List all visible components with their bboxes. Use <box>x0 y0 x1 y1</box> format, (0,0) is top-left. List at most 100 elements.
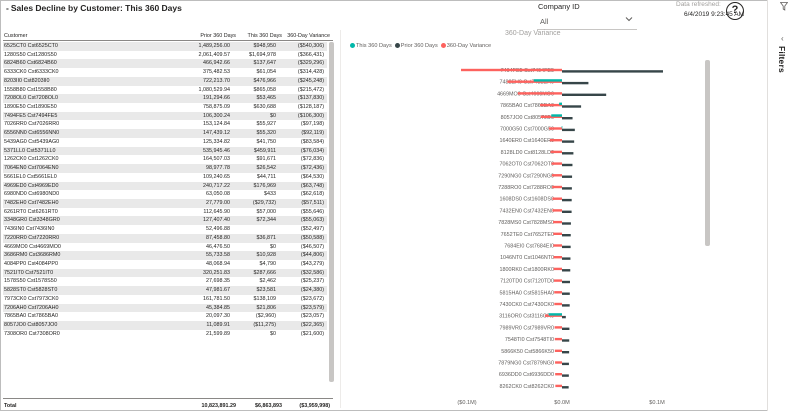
table-scrollbar[interactable] <box>329 42 334 396</box>
column-header-this[interactable]: This 360 Days <box>247 33 282 39</box>
legend-item[interactable]: Prior 360 Days <box>394 43 438 49</box>
bar-prior-360-days[interactable] <box>562 117 573 120</box>
table-row[interactable]: 7521IT0 Cst7521IT0 320,251.83 $287,666 ($32… <box>3 268 327 278</box>
bar-prior-360-days[interactable] <box>562 187 572 190</box>
bar-360-day-variance[interactable] <box>552 185 562 189</box>
table-row[interactable]: 3348GR0 Cst3348GR0 127,407.40 $72,344 ($55,… <box>3 216 327 226</box>
bar-this-360-days[interactable] <box>548 313 562 316</box>
bar-360-day-variance[interactable] <box>554 326 562 329</box>
bar-prior-360-days[interactable] <box>562 198 572 202</box>
table-row[interactable]: 7482EH0 Cst7482EH0 27,779.00 ($29,732) ($57… <box>3 198 327 208</box>
bar-360-day-variance[interactable] <box>552 197 562 200</box>
bar-360-day-variance[interactable] <box>554 291 562 294</box>
table-row[interactable]: 7026RR0 Cst7026RR0 153,124.84 $55,927 ($97,… <box>3 120 327 129</box>
bar-prior-360-days[interactable] <box>562 245 571 249</box>
table-row[interactable]: 8203II0 Cst8203II0 722,213.70 $476,966 ($24… <box>3 76 327 86</box>
bar-360-day-variance[interactable] <box>553 267 562 271</box>
column-header-variance[interactable]: 360-Day Variance <box>287 33 330 39</box>
table-row[interactable]: 5371LL0 Cst5371LL0 535,945.46 $459,911 ($76… <box>3 146 327 156</box>
table-row[interactable]: 1578S50 Cst1578S50 27,698.35 $2,462 ($25,23… <box>3 277 327 286</box>
bar-prior-360-days[interactable] <box>562 362 569 366</box>
bar-360-day-variance[interactable] <box>555 373 562 376</box>
bar-prior-360-days[interactable] <box>562 105 582 108</box>
company-filter-dropdown[interactable]: All <box>537 12 637 30</box>
bar-prior-360-days[interactable] <box>562 315 566 319</box>
bar-prior-360-days[interactable] <box>562 93 607 96</box>
bar-prior-360-days[interactable] <box>562 280 570 284</box>
table-row[interactable]: 7436IN0 Cst7436IN0 52,496.88 ($52,497) <box>3 225 327 234</box>
bar-prior-360-days[interactable] <box>562 234 571 237</box>
table-row[interactable]: 5661EL0 Cst5661EL0 109,240.65 $44,711 ($64,… <box>3 173 327 182</box>
bar-prior-360-days[interactable] <box>562 292 570 295</box>
bar-360-day-variance[interactable] <box>554 302 562 306</box>
table-row[interactable]: 6261RT0 Cst6261RT0 112,645.90 $57,000 ($55,… <box>3 208 327 217</box>
bar-360-day-variance[interactable] <box>550 150 562 154</box>
table-row[interactable]: 5439AG0 Cst5439AG0 125,334.82 $41,750 ($83,… <box>3 138 327 147</box>
table-row[interactable]: 7865BA0 Cst7865BA0 20,097.30 ($2,960) ($23,… <box>3 312 327 321</box>
table-row[interactable]: 6824B60 Cst6824B60 466,942.66 $137,647 ($32… <box>3 59 327 69</box>
table-row[interactable]: 1558B80 Cst1558B80 1,080,529.94 $865,058 ($… <box>3 86 327 95</box>
bar-prior-360-days[interactable] <box>562 386 569 389</box>
bar-360-day-variance[interactable] <box>555 384 562 388</box>
bar-prior-360-days[interactable] <box>562 81 589 85</box>
bar-prior-360-days[interactable] <box>562 304 570 307</box>
table-row[interactable]: 4969ED0 Cst4969ED0 240,717.22 $176,969 ($63… <box>3 181 327 191</box>
table-row[interactable]: 7973CK0 Cst7973CK0 161,781.50 $138,109 ($23… <box>3 295 327 304</box>
table-row[interactable]: 3686RM0 Cst3686RM0 55,733.58 $10,928 ($44,8… <box>3 251 327 260</box>
bar-360-day-variance[interactable] <box>554 337 562 341</box>
table-row[interactable]: 7206AH0 Cst7206AH0 45,384.85 $21,806 ($23,5… <box>3 303 327 313</box>
bar-prior-360-days[interactable] <box>562 140 575 143</box>
bar-prior-360-days[interactable] <box>562 128 575 132</box>
legend-item[interactable]: This 360 Days <box>350 43 392 49</box>
table-row[interactable]: 6525CT0 Cst6525CT0 1,489,256.00 $948,950 ($… <box>3 42 327 51</box>
bar-this-360-days[interactable] <box>559 102 562 105</box>
bar-prior-360-days[interactable] <box>562 163 573 167</box>
bar-360-day-variance[interactable] <box>553 244 562 247</box>
table-row[interactable]: 1262CK0 Cst1262CK0 164,507.03 $91,671 ($72,… <box>3 155 327 164</box>
legend-item[interactable]: 360-Day Variance <box>440 43 491 49</box>
bar-prior-360-days[interactable] <box>562 327 570 330</box>
table-scrollbar-thumb[interactable] <box>329 42 334 382</box>
table-row[interactable]: 5828ST0 Cst5828ST0 47,981.67 $23,581 ($24,3… <box>3 286 327 295</box>
table-row[interactable]: 4084PP0 Cst4084PP0 48,068.94 $4,790 ($43,27… <box>3 260 327 269</box>
bar-360-day-variance[interactable] <box>553 232 562 235</box>
bar-prior-360-days[interactable] <box>562 175 573 178</box>
bar-prior-360-days[interactable] <box>562 70 663 73</box>
bar-360-day-variance[interactable] <box>549 139 562 142</box>
bar-prior-360-days[interactable] <box>562 222 571 225</box>
bar-360-day-variance[interactable] <box>551 162 562 165</box>
bar-360-day-variance[interactable] <box>553 220 562 224</box>
chart-scrollbar[interactable] <box>705 60 710 396</box>
bar-prior-360-days[interactable] <box>562 210 572 213</box>
bar-360-day-variance[interactable] <box>554 279 562 282</box>
bar-prior-360-days[interactable] <box>562 374 569 377</box>
bar-360-day-variance[interactable] <box>507 80 562 83</box>
chart-scrollbar-thumb[interactable] <box>705 60 710 246</box>
bar-this-360-days[interactable] <box>551 114 562 117</box>
table-row[interactable]: 7308OR0 Cst7308OR0 21,599.89 $0 ($21,600) <box>3 330 327 339</box>
table-row[interactable]: 4669MO0 Cst4669MO0 46,476.50 $0 ($46,507) <box>3 243 327 252</box>
bar-this-360-days[interactable] <box>533 79 562 82</box>
bar-360-day-variance[interactable] <box>548 127 562 130</box>
table-row[interactable]: 7208OL0 Cst7208OL0 191,294.66 $53,465 ($137… <box>3 94 327 104</box>
bar-360-day-variance[interactable] <box>540 103 562 107</box>
column-header-prior[interactable]: Prior 360 Days <box>200 33 236 39</box>
table-row[interactable]: 8057JO0 Cst8057JO0 11,089.91 ($11,275) ($22… <box>3 321 327 330</box>
table-row[interactable]: 7220RR0 Cst7220RR0 87,458.80 $36,871 ($50,5… <box>3 233 327 243</box>
table-row[interactable]: 1280S50 Cst1280S50 2,061,409.57 $1,694,978… <box>3 51 327 60</box>
table-row[interactable]: 7494FE5 Cst7494FE5 106,300.24 $0 ($106,300) <box>3 111 327 121</box>
bar-360-day-variance[interactable] <box>552 209 562 212</box>
table-row[interactable]: 1890E50 Cst1890E50 758,875.09 $630,688 ($12… <box>3 103 327 112</box>
bar-360-day-variance[interactable] <box>553 256 562 259</box>
bar-360-day-variance[interactable] <box>544 314 562 317</box>
bar-360-day-variance[interactable] <box>554 349 562 352</box>
column-header-customer[interactable]: Customer <box>4 33 28 39</box>
table-row[interactable]: 6980ND0 Cst6980ND0 63,050.08 $433 ($62,618) <box>3 190 327 199</box>
bar-prior-360-days[interactable] <box>562 351 570 354</box>
bar-360-day-variance[interactable] <box>540 115 562 118</box>
chevron-left-icon[interactable]: ‹ <box>781 34 784 43</box>
table-row[interactable]: 7064EN0 Cst7064EN0 98,977.78 $26,542 ($72,4… <box>3 164 327 173</box>
bar-prior-360-days[interactable] <box>562 257 571 260</box>
bar-360-day-variance[interactable] <box>555 361 562 364</box>
bar-this-360-days[interactable] <box>561 126 563 129</box>
